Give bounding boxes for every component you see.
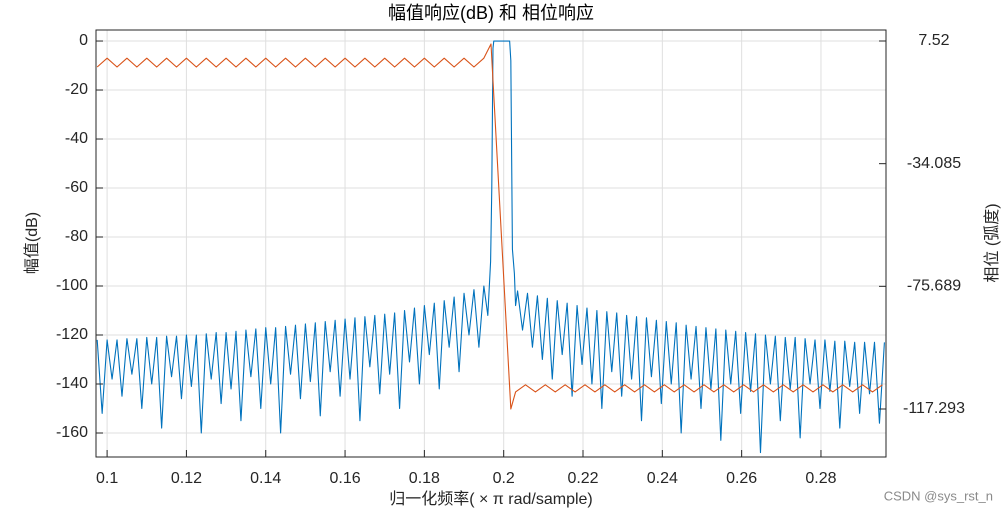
y-tick-label: -160 — [56, 424, 88, 441]
x-tick-label: 0.18 — [409, 470, 440, 487]
y2-tick-label: 7.52 — [918, 32, 949, 49]
y-tick-label: 0 — [79, 32, 88, 49]
series-line — [96, 43, 883, 410]
x-tick-label: 0.14 — [250, 470, 281, 487]
x-tick-label: 0.24 — [647, 470, 678, 487]
y-axis-label: 幅值(dB) — [23, 212, 41, 274]
y-tick-label: -40 — [65, 130, 88, 147]
chart-title: 幅值响应(dB) 和 相位响应 — [388, 3, 594, 23]
x-axis-label: 归一化频率( × π rad/sample) — [389, 490, 593, 508]
y2-tick-label: -75.689 — [907, 278, 961, 295]
ticks: 0.1 0.12 0.14 0.16 0.18 0.2 0.22 0.24 0.26 0.28 -1… — [56, 32, 965, 487]
y-tick-label: -140 — [56, 375, 88, 392]
x-tick-label: 0.22 — [567, 470, 598, 487]
plot-frame — [95, 29, 887, 458]
y2-tick-label: -34.085 — [907, 155, 961, 172]
x-tick-label: 0.16 — [329, 470, 360, 487]
x-tick-label: 0.28 — [805, 470, 836, 487]
watermark: CSDN @sys_rst_n — [884, 488, 993, 503]
x-tick-label: 0.1 — [96, 470, 118, 487]
series-line — [96, 40, 885, 454]
y-tick-label: -60 — [65, 179, 88, 196]
y-tick-label: -100 — [56, 277, 88, 294]
y-tick-label: -20 — [65, 81, 88, 98]
x-tick-label: 0.26 — [726, 470, 757, 487]
y-tick-label: -120 — [56, 326, 88, 343]
x-tick-label: 0.12 — [171, 470, 202, 487]
x-tick-label: 0.2 — [493, 470, 515, 487]
y2-tick-label: -117.293 — [903, 400, 965, 417]
y2-axis-label: 相位 (弧度) — [983, 203, 1001, 282]
y-tick-label: -80 — [65, 228, 88, 245]
data — [96, 40, 885, 454]
